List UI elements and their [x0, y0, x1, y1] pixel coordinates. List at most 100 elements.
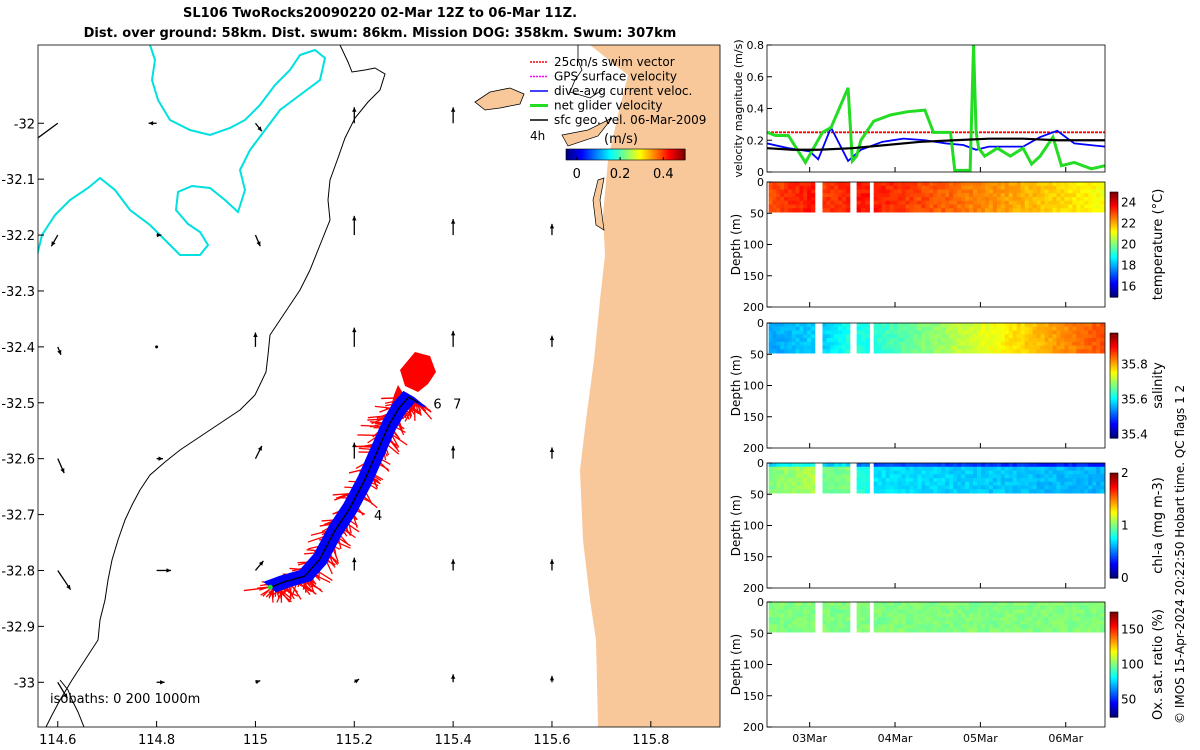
heatmap-cell — [1100, 330, 1105, 335]
velocity-series-line — [767, 137, 1105, 151]
heatmap-cell — [830, 341, 835, 346]
geo-vector — [38, 122, 59, 139]
heatmap-cell — [834, 204, 839, 209]
heatmap-cell — [784, 341, 789, 346]
heatmap-cell — [945, 204, 950, 209]
heatmap-cell — [1088, 200, 1093, 205]
heatmap-cell — [929, 613, 934, 618]
heatmap-cell — [1056, 489, 1061, 494]
heatmap-cell — [803, 189, 808, 194]
heatmap-cell — [941, 197, 946, 202]
heatmap-cell — [889, 617, 895, 622]
isobath-legend: isobaths: 0 200 1000m — [50, 692, 200, 707]
heatmap-cell — [949, 189, 954, 194]
heatmap-cell — [780, 182, 785, 187]
heatmap-cell — [1084, 193, 1089, 198]
heatmap-cell — [1076, 208, 1081, 213]
heatmap-cell — [921, 602, 926, 607]
heatmap-cell — [1032, 485, 1038, 490]
heatmap-cell — [830, 478, 835, 483]
heatmap-cell — [830, 617, 835, 622]
heatmap-cell — [856, 481, 862, 486]
heatmap-cell — [826, 605, 831, 610]
heatmap-cell — [810, 628, 816, 633]
heatmap-cell — [1016, 323, 1022, 328]
heatmap-colorbar-cell — [1110, 508, 1118, 512]
heatmap-cell — [885, 189, 891, 194]
heatmap-cell — [1020, 624, 1026, 629]
heatmap-cell — [881, 466, 887, 471]
heatmap-cell — [1004, 624, 1010, 629]
heatmap-cell — [1064, 323, 1069, 328]
heatmap-cell — [925, 341, 930, 346]
heatmap-cell — [1052, 189, 1057, 194]
heatmap-cell — [976, 200, 982, 205]
heatmap-cell — [937, 470, 942, 475]
heatmap-cell — [1028, 193, 1034, 198]
heatmap-cell — [957, 197, 962, 202]
heatmap-cell — [1088, 345, 1093, 350]
heatmap-cell — [901, 489, 906, 494]
heatmap-cell — [784, 204, 789, 209]
heatmap-cell — [787, 613, 793, 618]
heatmap-cell — [1004, 489, 1010, 494]
heatmap-cell — [768, 197, 774, 202]
heatmap-cell — [845, 481, 851, 486]
heatmap-cell — [1100, 334, 1105, 339]
heatmap-colorbar-cell — [1110, 510, 1118, 514]
heatmap-cell — [965, 478, 970, 483]
heatmap-cell — [1076, 481, 1081, 486]
day-label: 6 — [433, 397, 441, 412]
heatmap-cell — [1040, 193, 1046, 198]
heatmap-cell — [945, 200, 950, 205]
heatmap-cell — [787, 326, 793, 331]
heatmap-cell — [921, 624, 926, 629]
heatmap-cell — [838, 605, 843, 610]
heatmap-cell — [1052, 466, 1057, 471]
heatmap-cell — [1072, 338, 1077, 343]
heatmap-cell — [1032, 466, 1038, 471]
heatmap-cell — [901, 605, 906, 610]
heatmap-cell — [1008, 323, 1014, 328]
heatmap-cell — [822, 189, 827, 194]
heatmap-cell — [856, 624, 862, 629]
heatmap-cell — [856, 185, 862, 190]
heatmap-cell — [1084, 204, 1089, 209]
heatmap-cell — [893, 478, 899, 483]
heatmap-cell — [953, 481, 958, 486]
heatmap-cell — [949, 326, 954, 331]
heatmap-cell — [901, 485, 906, 490]
heatmap-cell — [976, 330, 982, 335]
heatmap-cell — [877, 349, 883, 354]
heatmap-colorbar-cell — [1110, 343, 1118, 347]
heatmap-cell — [860, 613, 866, 618]
heatmap-cell — [885, 341, 891, 346]
heatmap-cell — [933, 613, 938, 618]
heatmap-cell — [772, 489, 777, 494]
heatmap-cell — [973, 330, 978, 335]
heatmap-cell — [973, 349, 978, 354]
heatmap-cell — [1052, 624, 1057, 629]
heatmap-cell — [1064, 605, 1069, 610]
heatmap-cell — [787, 624, 793, 629]
heatmap-cell — [893, 609, 899, 614]
heatmap-cell — [768, 208, 774, 213]
heatmap-cell — [897, 466, 903, 471]
heatmap-cell — [953, 197, 958, 202]
heatmap-cell — [945, 463, 950, 468]
heatmap-cell — [877, 193, 883, 198]
heatmap-cell — [810, 463, 816, 468]
heatmap-cell — [941, 341, 946, 346]
heatmap-cell — [1020, 200, 1026, 205]
heatmap-cell — [917, 605, 922, 610]
geo-vector-head — [66, 584, 71, 590]
heatmap-cell — [772, 349, 777, 354]
heatmap-colorbar-cell — [1110, 286, 1118, 290]
heatmap-cell — [984, 334, 990, 339]
heatmap-cell — [826, 334, 831, 339]
heatmap-cell — [822, 602, 827, 607]
heatmap-cell — [822, 466, 827, 471]
heatmap-colorbar-cell — [1110, 633, 1118, 636]
geo-vector-head — [158, 456, 164, 461]
heatmap-cell — [838, 182, 843, 187]
